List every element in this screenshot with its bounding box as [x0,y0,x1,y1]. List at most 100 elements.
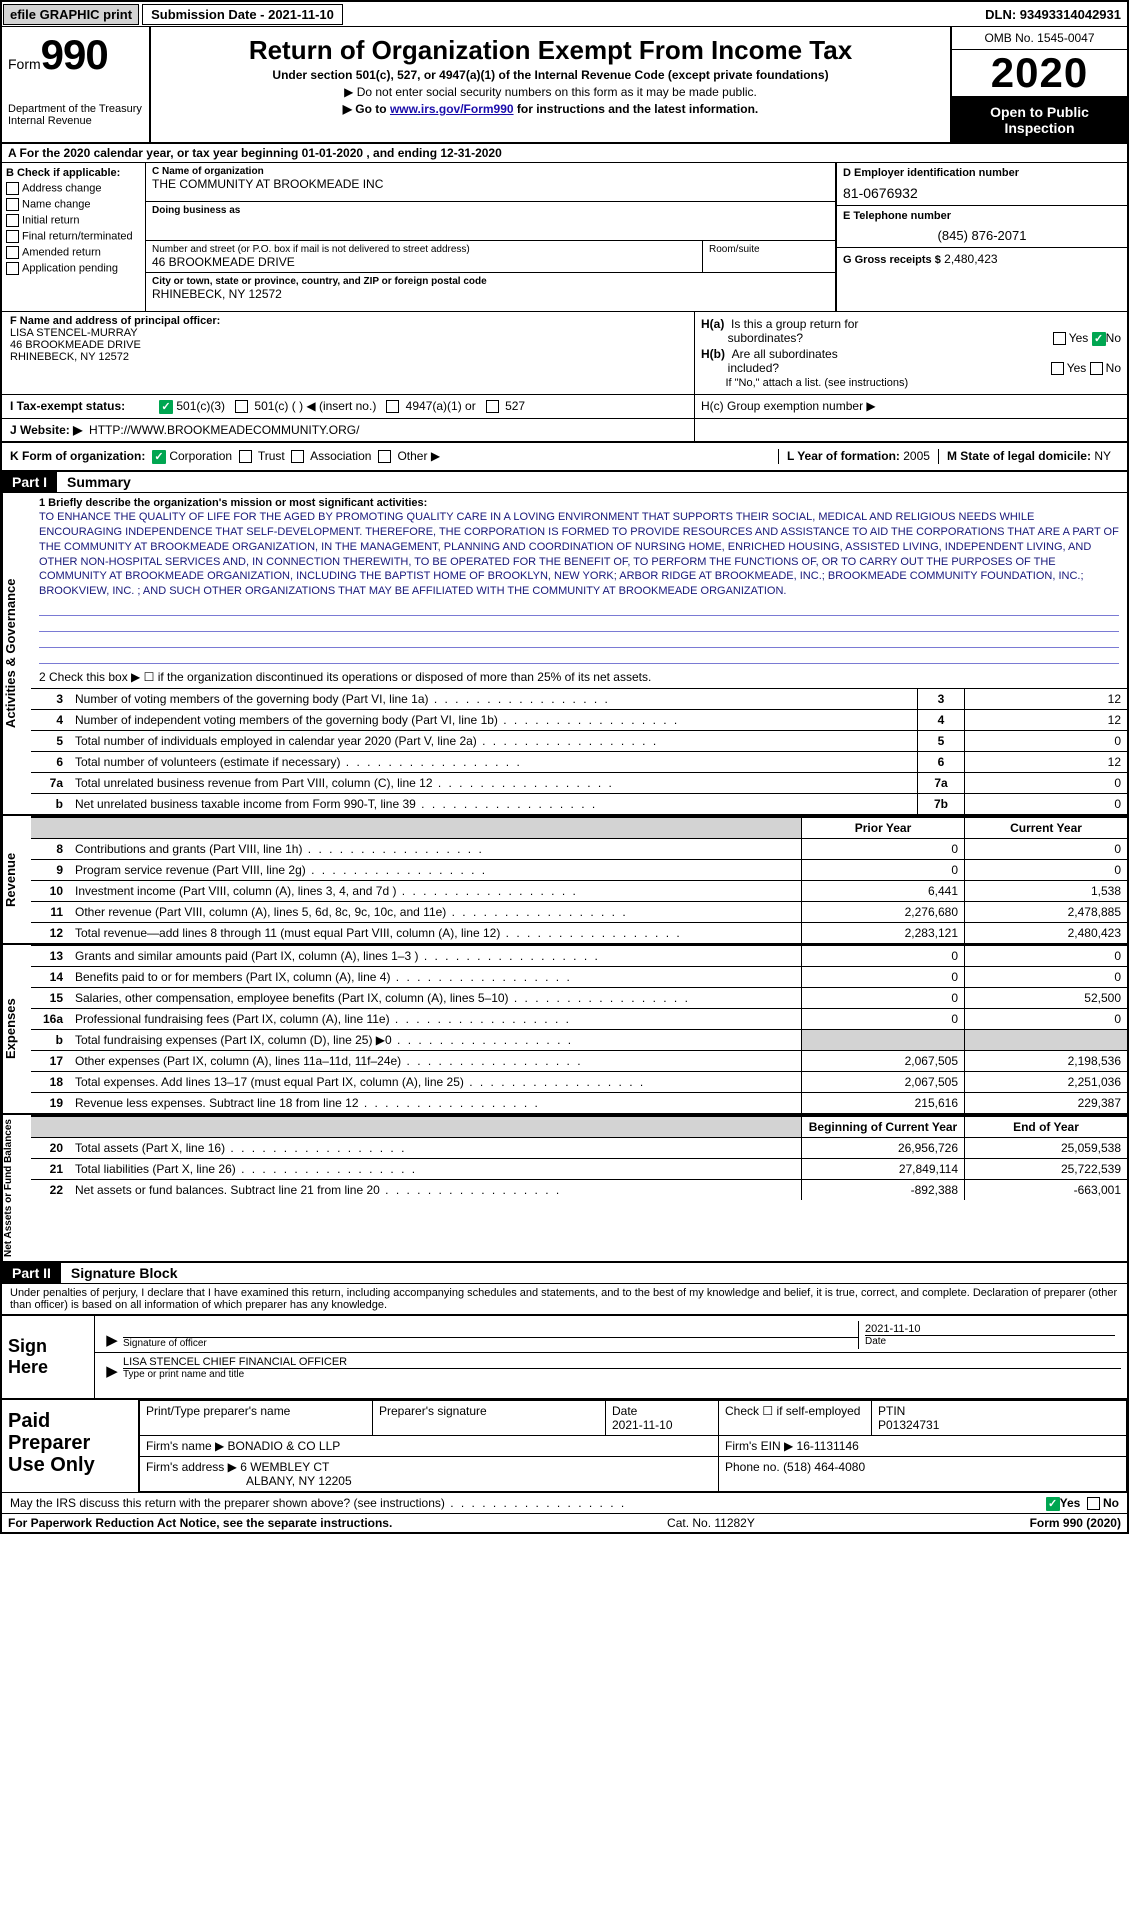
part-ii-sub: Signature Block [61,1263,188,1283]
table-row: 3Number of voting members of the governi… [31,689,1127,710]
mission-block: 1 Briefly describe the organization's mi… [31,493,1127,666]
box-c: C Name of organization THE COMMUNITY AT … [146,163,835,311]
table-row: 15Salaries, other compensation, employee… [31,988,1127,1009]
efile-badge: efile GRAPHIC print [3,4,139,25]
box-i-opts: ✓ 501(c)(3) 501(c) ( ) ◀ (insert no.) 49… [153,395,694,418]
box-f: F Name and address of principal officer:… [2,312,694,394]
paid-preparer-table: Print/Type preparer's name Preparer's si… [139,1400,1127,1492]
chk-application-pending: Application pending [6,262,141,275]
table-row: 18Total expenses. Add lines 13–17 (must … [31,1072,1127,1093]
form-number: Form990 [8,31,143,79]
sig-officer-row: ▶ Signature of officer 2021-11-10 Date [95,1316,1127,1353]
ssn-notice: ▶ Do not enter social security numbers o… [159,85,942,99]
header-title-block: Return of Organization Exempt From Incom… [151,27,950,142]
discuss-row: May the IRS discuss this return with the… [2,1492,1127,1513]
part-ii-tag: Part II [2,1263,61,1283]
table-row: bNet unrelated business taxable income f… [31,794,1127,815]
table-header: Beginning of Current YearEnd of Year [31,1116,1127,1138]
box-i-label: I Tax-exempt status: [2,395,153,418]
check-icon: ✓ [1092,332,1106,346]
table-header: Prior YearCurrent Year [31,817,1127,839]
principal-row: F Name and address of principal officer:… [2,311,1127,394]
table-row: 17Other expenses (Part IX, column (A), l… [31,1051,1127,1072]
table-row: 14Benefits paid to or for members (Part … [31,967,1127,988]
chk-amended-return: Amended return [6,246,141,259]
box-b: B Check if applicable: Address change Na… [2,163,146,311]
table-row: 19Revenue less expenses. Subtract line 1… [31,1093,1127,1114]
netassets-table: Beginning of Current YearEnd of Year20To… [31,1115,1127,1200]
netassets-section: Net Assets or Fund Balances Beginning of… [2,1113,1127,1261]
tax-year: 2020 [952,50,1127,98]
arrow-icon: ▶ [101,1331,123,1349]
table-row: 9Program service revenue (Part VIII, lin… [31,860,1127,881]
form-ref: Form 990 (2020) [1030,1516,1121,1530]
revenue-section: Revenue Prior YearCurrent Year8Contribut… [2,814,1127,943]
header-left: Form990 Department of the Treasury Inter… [2,27,151,142]
box-l: L Year of formation: 2005 [778,449,938,464]
header-right: OMB No. 1545-0047 2020 Open to Public In… [950,27,1127,142]
box-j-row: J Website: ▶ HTTP://WWW.BROOKMEADECOMMUN… [2,419,1127,443]
tax-year-line: A For the 2020 calendar year, or tax yea… [2,144,1127,163]
entity-right: D Employer identification number 81-0676… [835,163,1127,311]
omb-number: OMB No. 1545-0047 [952,27,1127,50]
chk-final-return: Final return/terminated [6,230,141,243]
form-990-container: efile GRAPHIC print Submission Date - 20… [0,0,1129,1534]
form-subtitle: Under section 501(c), 527, or 4947(a)(1)… [159,68,942,82]
org-name-row: C Name of organization THE COMMUNITY AT … [146,163,835,202]
table-row: 4Number of independent voting members of… [31,710,1127,731]
paid-preparer-label: Paid Preparer Use Only [2,1400,139,1492]
perjury-decl: Under penalties of perjury, I declare th… [2,1283,1127,1314]
table-row: 12Total revenue—add lines 8 through 11 (… [31,923,1127,944]
table-row: 8Contributions and grants (Part VIII, li… [31,839,1127,860]
chk-address-change: Address change [6,182,141,195]
dln: DLN: 93493314042931 [985,7,1127,22]
part-ii-header: Part II Signature Block [2,1261,1127,1283]
side-netassets: Net Assets or Fund Balances [2,1115,31,1261]
table-row: 13Grants and similar amounts paid (Part … [31,946,1127,967]
dept-label: Department of the Treasury Internal Reve… [8,103,143,127]
table-row: 22Net assets or fund balances. Subtract … [31,1180,1127,1201]
chk-initial-return: Initial return [6,214,141,227]
pra-notice: For Paperwork Reduction Act Notice, see … [8,1516,392,1530]
side-activities: Activities & Governance [2,493,31,814]
box-i-row: I Tax-exempt status: ✓ 501(c)(3) 501(c) … [2,394,1127,419]
sig-name-row: ▶ LISA STENCEL CHIEF FINANCIAL OFFICER T… [95,1353,1127,1383]
chk-name-change: Name change [6,198,141,211]
goto-line: ▶ Go to www.irs.gov/Form990 for instruct… [159,102,942,116]
box-e: E Telephone number (845) 876-2071 [837,206,1127,248]
governance-table: 3Number of voting members of the governi… [31,688,1127,814]
expenses-table: 13Grants and similar amounts paid (Part … [31,945,1127,1113]
box-k: K Form of organization: ✓ Corporation Tr… [10,449,440,464]
sig-date: 2021-11-10 Date [858,1321,1121,1349]
box-hc: H(c) Group exemption number ▶ [694,395,1127,418]
submission-date: Submission Date - 2021-11-10 [142,4,343,25]
side-revenue: Revenue [2,816,31,943]
form-header: Form990 Department of the Treasury Inter… [2,27,1127,144]
box-g: G Gross receipts $ 2,480,423 [837,248,1127,270]
part-i-body: Activities & Governance 1 Briefly descri… [2,492,1127,814]
expenses-section: Expenses 13Grants and similar amounts pa… [2,943,1127,1113]
part-i-sub: Summary [57,472,141,492]
signature-block: Sign Here ▶ Signature of officer 2021-11… [2,1314,1127,1398]
sign-here-label: Sign Here [2,1316,95,1398]
top-bar: efile GRAPHIC print Submission Date - 20… [2,2,1127,27]
city-row: City or town, state or province, country… [146,273,835,311]
table-row: 16aProfessional fundraising fees (Part I… [31,1009,1127,1030]
part-i-header: Part I Summary [2,472,1127,492]
box-m: M State of legal domicile: NY [938,449,1119,464]
open-public-badge: Open to Public Inspection [952,98,1127,142]
cat-no: Cat. No. 11282Y [667,1516,755,1530]
entity-block: B Check if applicable: Address change Na… [2,163,1127,311]
revenue-table: Prior YearCurrent Year8Contributions and… [31,816,1127,943]
table-row: 10Investment income (Part VIII, column (… [31,881,1127,902]
table-row: 7aTotal unrelated business revenue from … [31,773,1127,794]
box-d: D Employer identification number 81-0676… [837,163,1127,206]
table-row: 11Other revenue (Part VIII, column (A), … [31,902,1127,923]
table-row: 20Total assets (Part X, line 16)26,956,7… [31,1138,1127,1159]
side-expenses: Expenses [2,945,31,1113]
goto-link[interactable]: www.irs.gov/Form990 [390,102,514,116]
dba-row: Doing business as [146,202,835,241]
check-icon: ✓ [1046,1497,1060,1511]
check-icon: ✓ [152,450,166,464]
arrow-icon: ▶ [101,1362,123,1380]
